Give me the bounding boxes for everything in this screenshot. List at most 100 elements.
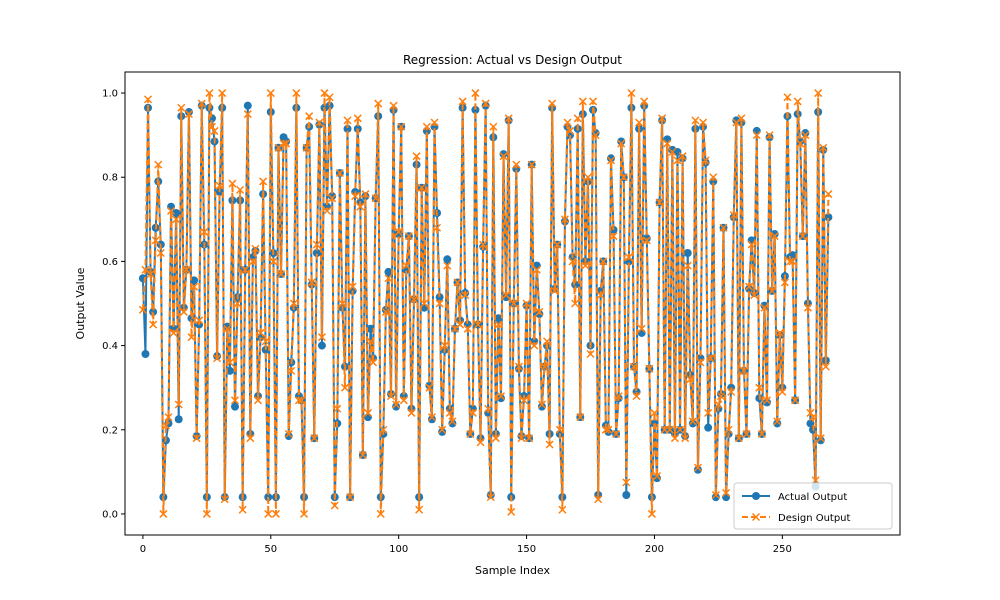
x-axis-label: Sample Index — [475, 564, 551, 577]
data-point — [701, 156, 710, 165]
data-point — [328, 192, 337, 201]
data-point — [778, 387, 787, 396]
data-point — [466, 429, 475, 439]
data-point — [312, 240, 321, 249]
data-point — [179, 307, 188, 316]
data-point — [223, 322, 232, 331]
data-point — [174, 400, 183, 409]
data-point — [494, 314, 503, 323]
data-point — [696, 358, 705, 367]
data-point — [619, 173, 628, 182]
data-point — [622, 491, 631, 500]
data-point — [632, 392, 641, 401]
data-point — [266, 89, 275, 98]
data-point — [739, 366, 749, 375]
data-point — [340, 383, 349, 392]
data-point — [548, 99, 557, 108]
data-point — [440, 341, 449, 350]
data-point — [302, 143, 311, 152]
data-point — [236, 185, 245, 194]
data-point — [519, 396, 529, 405]
data-point — [535, 307, 544, 316]
data-point — [312, 248, 321, 257]
data-point — [151, 236, 160, 245]
axis-layer: 0 50 100 150 200 250 0.0 0.2 0.4 0.6 0.8 1.0 — [102, 89, 792, 555]
data-point — [645, 364, 654, 373]
data-point — [676, 425, 685, 434]
data-point — [699, 118, 708, 127]
y-tick-label: 0.6 — [102, 257, 118, 268]
data-point — [386, 392, 396, 401]
data-point — [596, 291, 605, 300]
data-point — [317, 333, 326, 342]
data-point — [663, 139, 672, 148]
data-point — [507, 507, 516, 516]
data-point — [315, 118, 324, 127]
data-point — [816, 436, 825, 445]
data-point — [606, 154, 615, 163]
data-point — [167, 202, 176, 211]
data-point — [348, 282, 357, 291]
data-point — [719, 223, 728, 232]
data-point — [540, 362, 549, 371]
data-point — [402, 261, 411, 270]
data-point — [225, 366, 234, 375]
data-point — [586, 349, 595, 359]
y-axis-label: Output Value — [74, 267, 87, 339]
data-point — [819, 143, 828, 152]
data-point — [381, 305, 390, 314]
data-point — [300, 509, 309, 518]
data-point — [647, 509, 656, 518]
x-tick-label: 150 — [517, 544, 536, 555]
data-point — [317, 341, 326, 350]
data-point — [591, 131, 600, 140]
data-point — [174, 415, 183, 424]
data-point — [146, 270, 155, 279]
data-point — [172, 215, 181, 224]
data-point — [294, 396, 303, 405]
data-point — [195, 316, 204, 325]
x-tick-label: 100 — [389, 544, 408, 555]
data-point — [458, 97, 467, 106]
data-point — [374, 99, 383, 108]
data-point — [532, 265, 541, 274]
data-point — [686, 375, 695, 384]
data-point — [653, 474, 662, 483]
plot-frame — [124, 71, 901, 536]
data-point — [471, 89, 480, 98]
data-point — [655, 198, 664, 207]
data-point — [530, 341, 539, 350]
data-point — [412, 152, 421, 161]
data-point — [297, 396, 306, 405]
chart-title: Regression: Actual vs Design Output — [403, 53, 622, 67]
data-point — [333, 404, 342, 413]
data-point — [389, 101, 398, 110]
series-layer — [138, 89, 833, 518]
data-point — [399, 396, 408, 405]
data-point — [788, 257, 797, 266]
data-point — [427, 415, 436, 424]
data-point — [484, 404, 493, 413]
data-point — [716, 389, 725, 398]
data-point — [192, 434, 201, 443]
data-point — [307, 278, 316, 287]
data-point — [798, 232, 807, 241]
data-point — [381, 307, 390, 316]
data-point — [668, 147, 677, 157]
data-point — [461, 291, 470, 300]
data-point — [578, 97, 587, 106]
data-point — [279, 139, 288, 148]
data-point — [525, 434, 534, 443]
data-point — [190, 276, 199, 285]
data-point — [371, 194, 380, 203]
data-point — [261, 337, 270, 346]
data-point — [606, 156, 616, 165]
data-point — [609, 232, 618, 241]
data-point — [642, 234, 651, 243]
data-point — [770, 232, 779, 241]
data-point — [568, 257, 577, 266]
data-point — [773, 417, 782, 426]
data-point — [205, 89, 214, 98]
data-point — [785, 257, 795, 266]
data-point — [448, 417, 457, 426]
